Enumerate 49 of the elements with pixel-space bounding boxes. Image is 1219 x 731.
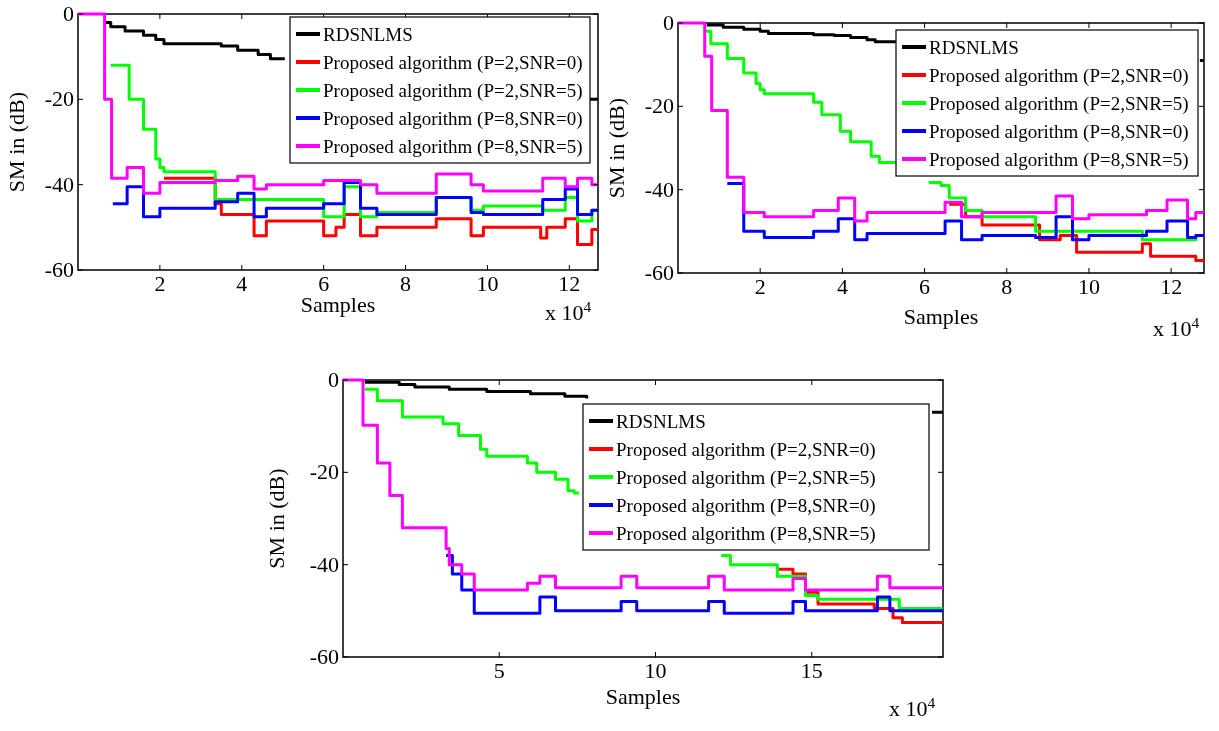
x-tick-label: 4 bbox=[836, 274, 848, 299]
y-axis-title: SM in (dB) bbox=[604, 97, 629, 199]
y-tick-label: 0 bbox=[63, 1, 74, 26]
x-tick-label: 4 bbox=[236, 271, 248, 296]
y-tick-label: -40 bbox=[44, 171, 74, 197]
legend-label: Proposed algorithm (P=8,SNR=5) bbox=[929, 149, 1189, 171]
x-tick-label: 15 bbox=[800, 658, 823, 683]
x-tick-label: 2 bbox=[154, 271, 166, 296]
y-tick-label: -60 bbox=[44, 257, 74, 282]
legend-label: Proposed algorithm (P=8,SNR=0) bbox=[323, 108, 583, 130]
x-tick-label: 12 bbox=[1160, 274, 1183, 299]
y-axis-title: SM in (dB) bbox=[264, 468, 289, 569]
y-tick-label: -40 bbox=[309, 551, 339, 577]
legend-label: Proposed algorithm (P=2,SNR=5) bbox=[616, 467, 876, 489]
y-tick-label: -20 bbox=[44, 86, 74, 112]
x-tick-label: 5 bbox=[493, 658, 505, 683]
y-tick-label: -20 bbox=[309, 459, 339, 485]
x-tick-label: 8 bbox=[1001, 274, 1013, 299]
text: x 10$^{4}$ bbox=[888, 693, 936, 721]
y-tick-label: -20 bbox=[644, 93, 674, 119]
legend-label: Proposed algorithm (P=2,SNR=5) bbox=[929, 93, 1189, 115]
x-tick-label: 10 bbox=[1077, 274, 1100, 299]
y-tick-label: -60 bbox=[309, 644, 339, 669]
legend-label: Proposed algorithm (P=8,SNR=5) bbox=[616, 523, 876, 545]
y-tick-label: 0 bbox=[663, 10, 674, 35]
y-tick-label: 0 bbox=[328, 367, 339, 392]
x-tick-label: 8 bbox=[400, 271, 412, 296]
x-tick-label: 2 bbox=[754, 274, 766, 299]
legend-label: RDSNLMS bbox=[323, 24, 413, 45]
legend-label: RDSNLMS bbox=[929, 37, 1019, 58]
legend-label: Proposed algorithm (P=8,SNR=0) bbox=[929, 121, 1189, 143]
legend-label: Proposed algorithm (P=8,SNR=5) bbox=[323, 136, 583, 158]
x-axis-title: Samples bbox=[605, 684, 681, 709]
text: x 10$^{4}$ bbox=[544, 297, 592, 325]
legend-label: Proposed algorithm (P=8,SNR=0) bbox=[616, 495, 876, 517]
legend-label: Proposed algorithm (P=2,SNR=0) bbox=[929, 65, 1189, 87]
x-tick-label: 10 bbox=[644, 658, 667, 683]
x-tick-label: 6 bbox=[919, 274, 931, 299]
x-axis-title: Samples bbox=[903, 304, 979, 329]
y-tick-label: -60 bbox=[644, 260, 674, 285]
text: x 10$^{4}$ bbox=[1152, 313, 1200, 341]
y-axis-title: SM in (dB) bbox=[4, 91, 29, 193]
legend-label: Proposed algorithm (P=2,SNR=0) bbox=[616, 439, 876, 461]
legend-label: Proposed algorithm (P=2,SNR=5) bbox=[323, 80, 583, 102]
y-tick-label: -40 bbox=[644, 176, 674, 202]
x-tick-label: 10 bbox=[476, 271, 499, 296]
x-tick-label: 12 bbox=[558, 271, 581, 296]
legend-label: Proposed algorithm (P=2,SNR=0) bbox=[323, 52, 583, 74]
legend-label: RDSNLMS bbox=[616, 411, 706, 432]
